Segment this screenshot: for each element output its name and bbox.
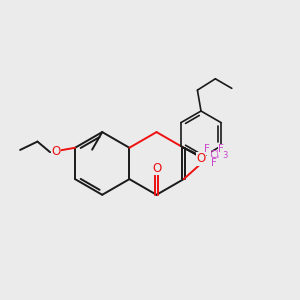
Text: F: F: [204, 144, 210, 154]
Text: O: O: [152, 162, 161, 175]
Text: O: O: [51, 145, 61, 158]
Text: O: O: [196, 152, 206, 165]
Text: F: F: [218, 144, 224, 154]
Text: F: F: [211, 158, 217, 168]
Text: CF: CF: [210, 150, 223, 161]
Text: 3: 3: [222, 151, 227, 160]
